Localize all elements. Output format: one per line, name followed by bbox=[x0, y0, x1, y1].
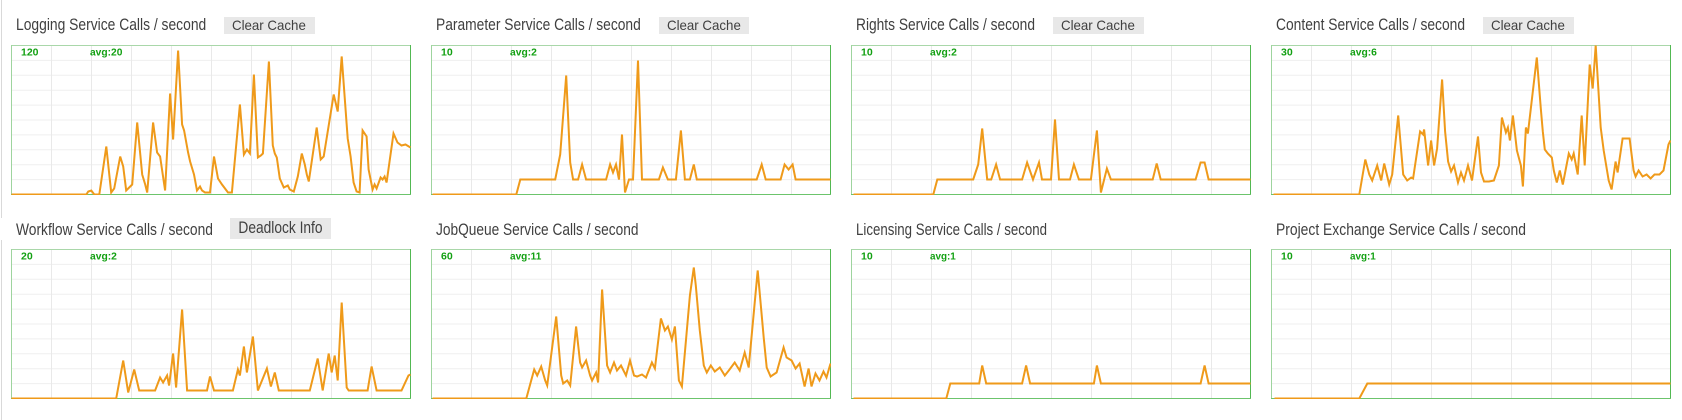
svg-text:avg:2: avg:2 bbox=[930, 47, 957, 59]
svg-text:10: 10 bbox=[861, 47, 873, 59]
svg-text:avg:20: avg:20 bbox=[90, 47, 123, 59]
svg-text:avg:1: avg:1 bbox=[1350, 251, 1376, 263]
svg-text:10: 10 bbox=[1281, 251, 1293, 263]
svg-text:avg:6: avg:6 bbox=[1350, 47, 1377, 59]
svg-text:avg:1: avg:1 bbox=[930, 251, 956, 263]
svg-text:20: 20 bbox=[21, 251, 33, 263]
svg-text:avg:11: avg:11 bbox=[510, 251, 541, 263]
svg-text:60: 60 bbox=[441, 251, 453, 263]
svg-text:10: 10 bbox=[441, 47, 453, 59]
svg-text:30: 30 bbox=[1281, 47, 1293, 59]
svg-text:avg:2: avg:2 bbox=[90, 251, 117, 263]
svg-text:10: 10 bbox=[861, 251, 873, 263]
svg-text:avg:2: avg:2 bbox=[510, 47, 537, 59]
svg-text:120: 120 bbox=[21, 47, 39, 59]
